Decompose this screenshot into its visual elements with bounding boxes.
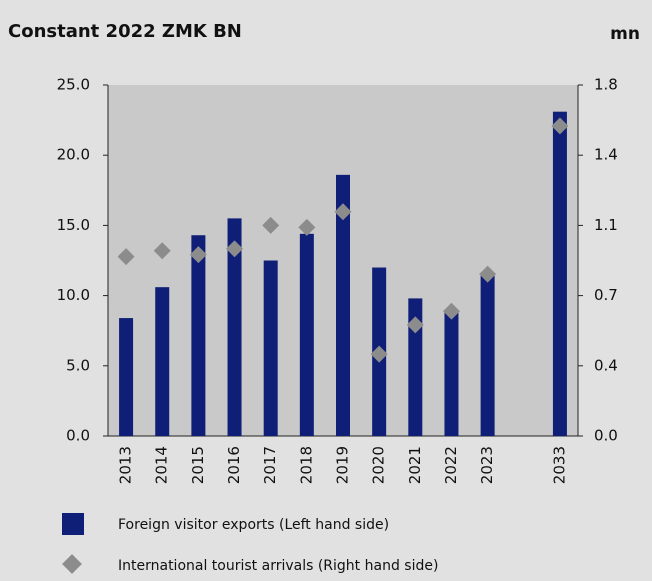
legend-label: International tourist arrivals (Right ha… bbox=[118, 558, 438, 574]
diamond-marker bbox=[334, 203, 352, 221]
diamond-marker bbox=[551, 117, 569, 135]
x-tick-label: 2017 bbox=[261, 446, 279, 484]
y2-tick-label: 0.4 bbox=[594, 356, 618, 374]
bar bbox=[444, 311, 459, 436]
y-tick-label: 5.0 bbox=[66, 356, 90, 374]
y2-tick-label: 1.1 bbox=[594, 216, 618, 234]
bar bbox=[408, 298, 423, 436]
bar bbox=[119, 318, 134, 436]
legend-label: Foreign visitor exports (Left hand side) bbox=[118, 517, 389, 533]
y2-tick-label: 1.4 bbox=[594, 146, 618, 164]
x-tick-label: 2033 bbox=[550, 446, 568, 484]
y2-axis-label: mn bbox=[610, 24, 640, 44]
diamond-marker bbox=[226, 240, 244, 258]
x-tick-label: 2020 bbox=[370, 446, 388, 484]
x-tick-label: 2014 bbox=[153, 446, 171, 484]
x-tick-label: 2015 bbox=[189, 446, 207, 484]
chart-title: Constant 2022 ZMK BN bbox=[8, 21, 242, 42]
x-tick-label: 2018 bbox=[297, 446, 315, 484]
y-tick-label: 25.0 bbox=[57, 76, 90, 94]
x-tick-label: 2019 bbox=[334, 446, 352, 484]
bar bbox=[336, 174, 350, 436]
diamond-marker bbox=[262, 216, 280, 234]
diamond-marker bbox=[479, 265, 497, 283]
y2-tick-label: 0.0 bbox=[594, 427, 618, 445]
bar bbox=[299, 233, 314, 436]
x-tick-label: 2022 bbox=[442, 446, 460, 484]
diamond-marker bbox=[442, 302, 460, 320]
y2-tick-label: 1.8 bbox=[594, 76, 618, 94]
legend-swatch bbox=[62, 513, 84, 535]
bar bbox=[227, 218, 242, 436]
diamond-marker bbox=[153, 242, 171, 260]
x-tick-label: 2021 bbox=[406, 446, 424, 484]
diamond-marker bbox=[370, 345, 388, 363]
y-tick-label: 10.0 bbox=[57, 286, 90, 304]
x-tick-label: 2023 bbox=[478, 446, 496, 484]
bar bbox=[155, 287, 170, 436]
bar bbox=[191, 235, 206, 436]
x-tick-label: 2013 bbox=[117, 446, 135, 484]
diamond-marker bbox=[406, 316, 424, 334]
x-tick-label: 2016 bbox=[225, 446, 243, 484]
bar bbox=[480, 275, 495, 436]
y-tick-label: 0.0 bbox=[66, 427, 90, 445]
y-tick-label: 20.0 bbox=[57, 146, 90, 164]
diamond-marker bbox=[189, 246, 207, 264]
bar bbox=[263, 260, 278, 436]
y2-tick-label: 0.7 bbox=[594, 286, 618, 304]
bar bbox=[552, 111, 567, 437]
diamond-marker bbox=[117, 248, 135, 266]
y-tick-label: 15.0 bbox=[57, 216, 90, 234]
diamond-marker bbox=[298, 218, 316, 236]
